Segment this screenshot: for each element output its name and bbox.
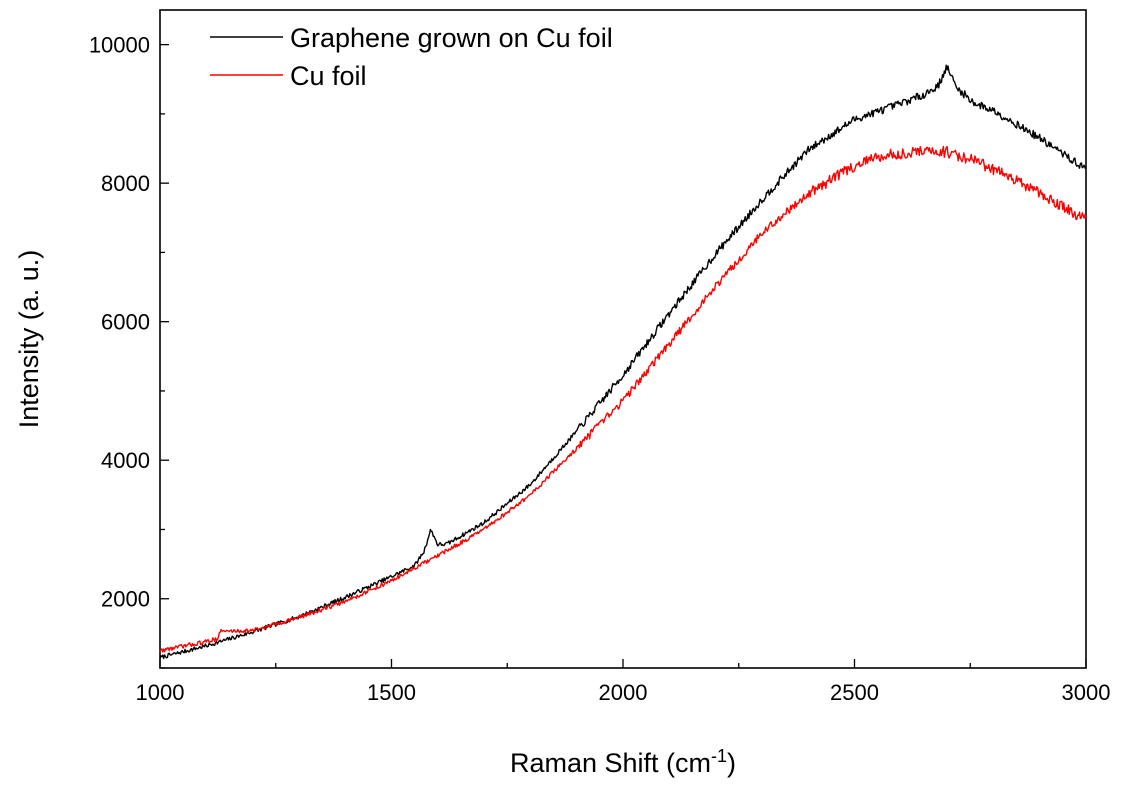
legend: Graphene grown on Cu foil Cu foil xyxy=(210,23,613,91)
x-tick-label: 3000 xyxy=(1062,680,1111,705)
legend-label-1: Graphene grown on Cu foil xyxy=(290,23,613,53)
legend-label-2: Cu foil xyxy=(290,61,367,91)
y-tick-label: 4000 xyxy=(101,448,150,473)
x-tick-label: 2000 xyxy=(599,680,648,705)
x-tick-label: 2500 xyxy=(830,680,879,705)
series-line-1 xyxy=(159,64,1087,660)
x-axis-title: Raman Shift (cm-1) xyxy=(510,746,736,778)
y-tick-label: 10000 xyxy=(89,33,150,58)
y-axis-title: Intensity (a. u.) xyxy=(14,250,44,429)
x-axis-title-superscript: -1 xyxy=(711,746,727,766)
series-line-2 xyxy=(159,145,1087,653)
axis-ticks: 1000 1500 2000 2500 3000 2000 4000 6000 8000 1000… xyxy=(89,33,1111,705)
x-axis-title-main: Raman Shift (cm xyxy=(510,748,711,778)
plot-frame xyxy=(159,9,1087,669)
x-tick-label: 1500 xyxy=(367,680,416,705)
series-layer xyxy=(159,64,1087,660)
x-tick-label: 1000 xyxy=(136,680,185,705)
x-axis-title-end: ) xyxy=(727,748,736,778)
y-tick-label: 6000 xyxy=(101,310,150,335)
y-tick-label: 8000 xyxy=(101,171,150,196)
y-tick-label: 2000 xyxy=(101,587,150,612)
